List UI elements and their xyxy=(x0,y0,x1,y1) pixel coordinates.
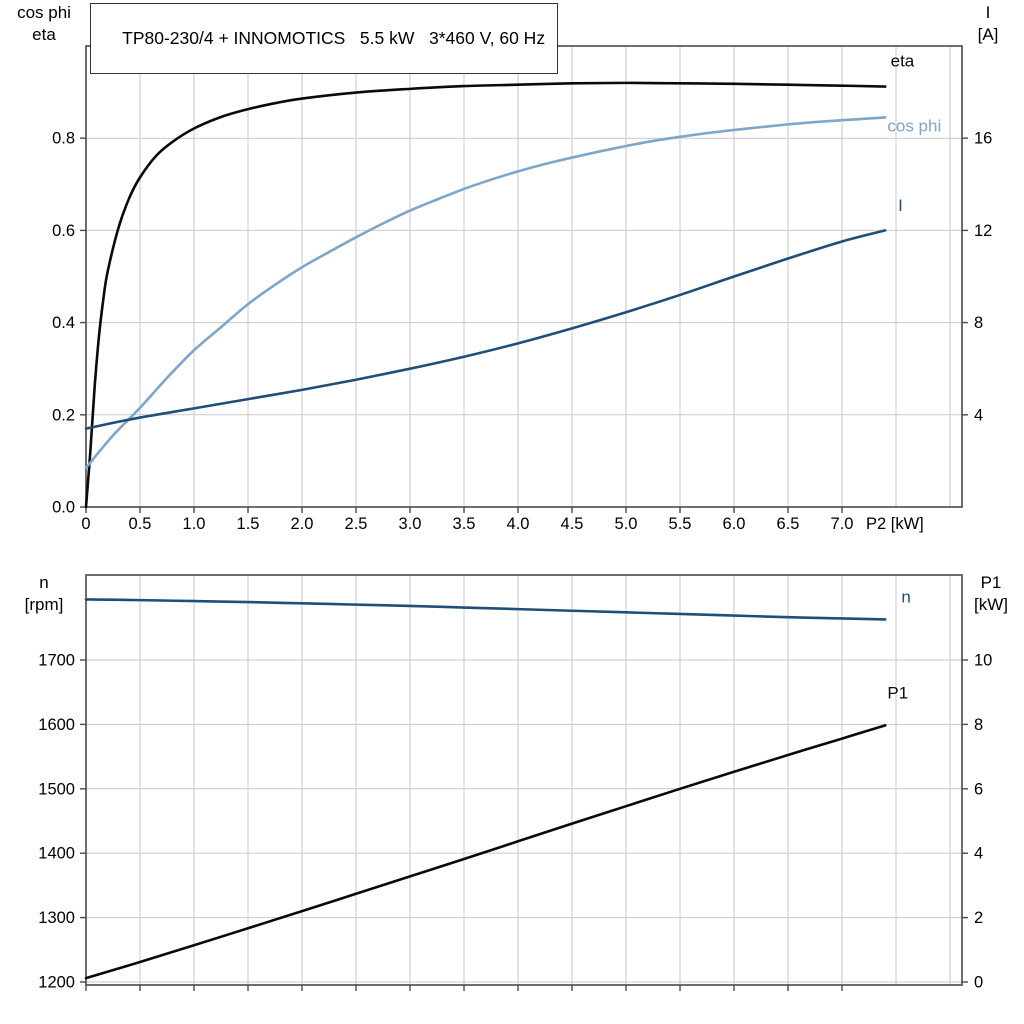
series-label-I: I xyxy=(898,196,903,215)
x-axis-tick-label: 2.5 xyxy=(345,515,368,533)
x-axis-tick-label: 5.0 xyxy=(615,515,638,533)
y-left-tick-label: 1300 xyxy=(38,909,75,927)
y-left-tick-label: 0.6 xyxy=(52,222,75,240)
y-left-tick-label: 1600 xyxy=(38,716,75,734)
x-axis-tick-label: 5.5 xyxy=(669,515,692,533)
y-left-tick-label: 0.2 xyxy=(52,406,75,424)
y-right-tick-label: 8 xyxy=(974,716,983,734)
y-left-axis-title: [rpm] xyxy=(25,595,64,614)
plot-frame xyxy=(85,574,963,986)
series-label-P1: P1 xyxy=(887,684,908,703)
series-label-n: n xyxy=(901,588,910,607)
chart-title: TP80-230/4 + INNOMOTICS 5.5 kW 3*460 V, … xyxy=(122,28,546,48)
y-left-tick-label: 1500 xyxy=(38,780,75,798)
series-curve-eta xyxy=(84,81,887,509)
y-right-tick-label: 4 xyxy=(974,406,983,424)
y-left-axis-title: cos phi xyxy=(17,3,71,22)
series-curve-P1 xyxy=(84,724,887,980)
y-right-tick-label: 2 xyxy=(974,909,983,927)
x-axis-tick-label: 0.5 xyxy=(129,515,152,533)
x-axis-tick-label: 4.5 xyxy=(561,515,584,533)
y-right-tick-label: 8 xyxy=(974,314,983,332)
y-right-axis-title: P1 xyxy=(981,573,1002,592)
y-left-tick-label: 1400 xyxy=(38,845,75,863)
series-label-eta: eta xyxy=(891,52,915,71)
x-axis-tick-label: 1.5 xyxy=(237,515,260,533)
x-axis-tick-label: 7.0 xyxy=(831,515,854,533)
x-axis-tick-label: 1.0 xyxy=(183,515,206,533)
y-left-axis-title: n xyxy=(39,573,48,592)
series-curve-n xyxy=(84,598,887,621)
series-curve-I xyxy=(84,229,887,430)
x-axis-tick-label: 0 xyxy=(81,515,90,533)
x-axis-tick-label: 3.5 xyxy=(453,515,476,533)
series-curve-cos-phi xyxy=(84,116,887,470)
y-right-tick-label: 0 xyxy=(974,974,983,992)
x-axis-tick-label: 6.0 xyxy=(723,515,746,533)
x-axis-title: P2 [kW] xyxy=(866,515,924,533)
y-right-tick-label: 4 xyxy=(974,845,983,863)
y-left-tick-label: 0.0 xyxy=(52,499,75,517)
y-right-axis-title: I xyxy=(986,3,991,22)
y-right-axis-title: [A] xyxy=(978,25,999,44)
y-left-axis-title: eta xyxy=(32,25,56,44)
chart-title-box: TP80-230/4 + INNOMOTICS 5.5 kW 3*460 V, … xyxy=(90,3,559,74)
y-right-tick-label: 16 xyxy=(974,130,992,148)
x-axis-tick-label: 4.0 xyxy=(507,515,530,533)
y-left-tick-label: 1700 xyxy=(38,652,75,670)
x-axis-tick-label: 6.5 xyxy=(777,515,800,533)
y-left-tick-label: 1200 xyxy=(38,973,75,991)
x-axis-tick-label: 2.0 xyxy=(291,515,314,533)
y-left-tick-label: 0.8 xyxy=(52,130,75,148)
y-right-tick-label: 6 xyxy=(974,780,983,798)
y-right-tick-label: 10 xyxy=(974,652,992,670)
series-label-cos-phi: cos phi xyxy=(887,116,941,135)
plot-frame xyxy=(85,45,963,508)
y-left-tick-label: 0.4 xyxy=(52,314,75,332)
x-axis-tick-label: 3.0 xyxy=(399,515,422,533)
y-right-tick-label: 12 xyxy=(974,222,992,240)
y-right-axis-title: [kW] xyxy=(974,595,1008,614)
